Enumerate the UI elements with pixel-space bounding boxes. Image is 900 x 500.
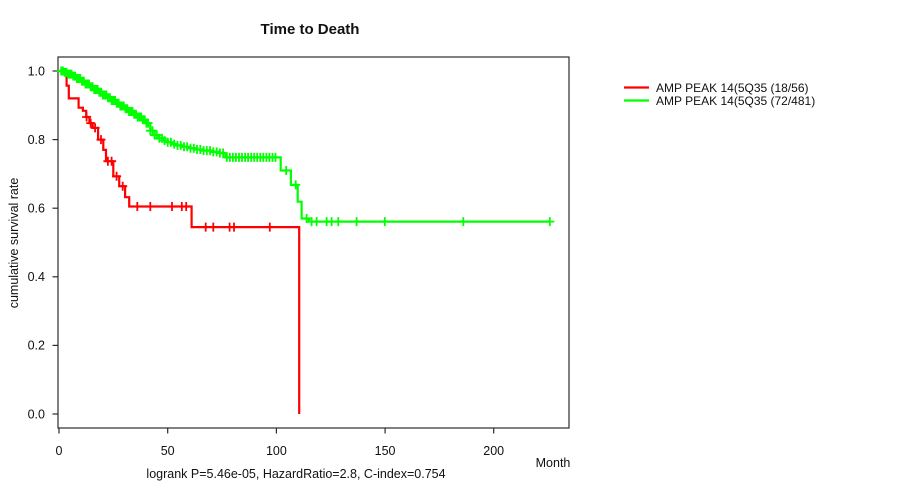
legend-label-green-curve: AMP PEAK 14(5Q35 (72/481): [656, 94, 815, 108]
y-tick-label: 1.0: [28, 64, 45, 78]
legend-label-red-curve: AMP PEAK 14(5Q35 (18/56): [656, 81, 809, 95]
x-tick-label: 150: [375, 444, 396, 458]
x-tick-label: 0: [56, 444, 63, 458]
stats-caption: logrank P=5.46e-05, HazardRatio=2.8, C-i…: [146, 467, 445, 481]
plot-box: [57, 56, 570, 429]
survival-curve-series-1: [59, 69, 550, 223]
y-tick-label: 0.6: [28, 202, 45, 216]
y-tick-label: 0.4: [28, 270, 45, 284]
x-tick-label: 100: [266, 444, 287, 458]
censor-marks-series-0: [82, 112, 275, 232]
x-tick-label: 200: [483, 444, 504, 458]
y-tick-label: 0.0: [28, 407, 45, 421]
y-tick-label: 0.8: [28, 133, 45, 147]
x-tick-label: 50: [161, 444, 175, 458]
x-axis-label: Month: [536, 456, 571, 470]
censor-marks-series-1: [56, 66, 555, 227]
plot-title: Time to Death: [261, 21, 360, 38]
y-tick-label: 0.2: [28, 339, 45, 353]
y-axis-label: cumulative survival rate: [7, 178, 21, 309]
legend: AMP PEAK 14(5Q35 (18/56) AMP PEAK 14(5Q3…: [624, 81, 815, 108]
survival-curves: [56, 66, 555, 414]
x-axis-ticks: 0 50 100 150 200: [56, 428, 504, 458]
y-axis-ticks: 1.0 0.8 0.6 0.4 0.2 0.0: [28, 64, 58, 421]
